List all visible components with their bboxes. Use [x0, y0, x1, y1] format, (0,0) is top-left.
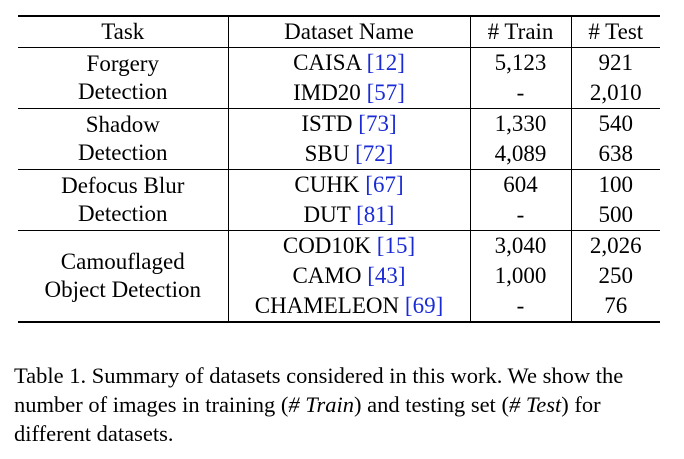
task-cell: Camouflaged Object Detection — [18, 230, 229, 323]
citation-bracket: ] — [386, 202, 395, 227]
test-count-cell: 76 — [571, 291, 660, 323]
test-count-cell: 2,010 — [589, 80, 642, 105]
task-name-line: Detection — [78, 79, 168, 104]
train-count-cell: 5,123 — [470, 47, 572, 78]
table-body: Forgery Detection CAISA [12] 5,123 921 IMD20 … — [18, 47, 660, 323]
task-name-line: Detection — [78, 201, 168, 226]
table-row: DUT [81] -500 — [18, 200, 660, 231]
dataset-name: ISTD — [301, 111, 353, 136]
train-count-cell: - — [470, 78, 572, 109]
dataset-name-cell: CHAMELEON [69] — [228, 291, 471, 323]
citation-bracket: [ — [366, 50, 375, 75]
test-count-cell: 500 — [598, 202, 634, 227]
citation-link[interactable]: 72 — [362, 141, 386, 166]
citation-bracket: [ — [358, 111, 366, 136]
citation-bracket: ] — [397, 50, 405, 75]
citation-bracket: [ — [356, 202, 364, 227]
task-name-line: Shadow — [85, 112, 160, 137]
dataset-name: CAISA — [293, 50, 361, 75]
caption-text: Table 1. Summary of datasets considered … — [14, 363, 624, 417]
citation-link[interactable]: 57 — [374, 80, 398, 105]
dataset-name-cell: DUT [81] — [228, 200, 471, 231]
citation-bracket: ] — [388, 111, 397, 136]
header-dataset-name: Dataset Name — [228, 15, 471, 48]
citation-link[interactable]: 69 — [412, 293, 436, 318]
caption-test-term: # Test — [508, 392, 562, 417]
task-cell: Defocus Blur Detection — [18, 169, 229, 231]
caption-train-term: # Train — [288, 392, 354, 417]
citation-bracket: [ — [367, 263, 375, 288]
dataset-name-cell: IMD20 [57] — [228, 78, 471, 109]
dataset-name-cell: ISTD [73] — [228, 108, 471, 139]
dataset-name-cell: CAMO [43] — [228, 261, 471, 291]
header-train: # Train — [470, 15, 572, 48]
citation-link[interactable]: 12 — [374, 50, 398, 75]
citation-bracket: [ — [366, 80, 375, 105]
table-row: CAMO [43] 1,000 250 — [18, 261, 660, 291]
table-row: SBU [72] 4,089 638 — [18, 139, 660, 170]
dataset-name-cell: SBU [72] — [228, 139, 471, 170]
header-row: Task Dataset Name # Train # Test — [18, 15, 660, 48]
citation-bracket: [ — [376, 233, 385, 258]
task-name-line: Forgery — [86, 51, 159, 76]
task-name-line: Defocus Blur — [61, 173, 185, 198]
train-count-cell: - — [470, 200, 572, 231]
dataset-name-cell: COD10K [15] — [228, 230, 471, 261]
task-cell: Shadow Detection — [18, 108, 229, 170]
citation-link[interactable]: 15 — [384, 233, 408, 258]
citation-link[interactable]: 81 — [363, 202, 387, 227]
task-name-line: Camouflaged — [60, 249, 185, 274]
citation-bracket: ] — [435, 293, 444, 318]
citation-bracket: ] — [395, 172, 404, 197]
header-test: # Test — [571, 15, 660, 48]
task-name-line: Detection — [78, 140, 168, 165]
task-cell: Forgery Detection — [18, 47, 229, 109]
table-caption: Table 1. Summary of datasets considered … — [14, 361, 674, 448]
task-name-line: Object Detection — [44, 277, 201, 302]
citation-bracket: ] — [397, 263, 406, 288]
citation-bracket: ] — [397, 80, 405, 105]
train-count-cell: 4,089 — [470, 139, 572, 170]
citation-bracket: [ — [365, 172, 373, 197]
caption-text: ) and testing set ( — [353, 392, 509, 417]
dataset-name-cell: CUHK [67] — [228, 169, 471, 200]
datasets-table: Task Dataset Name # Train # Test Forgery… — [18, 15, 660, 323]
train-count-cell: 3,040 — [470, 230, 572, 261]
table-row: Defocus Blur Detection CUHK [67] 604 100 — [18, 169, 660, 231]
citation-link[interactable]: 67 — [372, 172, 396, 197]
citation-link[interactable]: 43 — [374, 263, 398, 288]
citation-bracket: ] — [407, 233, 416, 258]
dataset-name: SBU — [304, 141, 350, 166]
dataset-name: COD10K — [282, 233, 372, 258]
table-row: CHAMELEON [69] -76 — [18, 291, 660, 323]
test-count-cell: 540 — [571, 108, 660, 139]
dataset-name-cell: CAISA [12] — [228, 47, 471, 78]
dataset-name: CHAMELEON — [254, 293, 400, 318]
test-count-cell: 100 — [571, 169, 660, 200]
test-count-cell: 2,026 — [571, 230, 660, 261]
test-count-cell: 250 — [598, 263, 634, 288]
table-row: Forgery Detection CAISA [12] 5,123 921 — [18, 47, 660, 109]
dataset-name: CUHK — [294, 172, 360, 197]
table-row: Camouflaged Object Detection COD10K [15] 3,… — [18, 230, 660, 323]
header-task: Task — [18, 15, 229, 48]
table-row: Shadow Detection ISTD [73] 1,330 540 — [18, 108, 660, 170]
dataset-name: DUT — [303, 202, 351, 227]
citation-bracket: [ — [404, 293, 413, 318]
table-row: IMD20 [57] -2,010 — [18, 78, 660, 109]
dataset-name: CAMO — [292, 263, 362, 288]
citation-bracket: ] — [385, 141, 394, 166]
train-count-cell: 604 — [470, 169, 572, 200]
citation-link[interactable]: 73 — [365, 111, 389, 136]
dataset-name: IMD20 — [293, 80, 361, 105]
train-count-cell: - — [470, 291, 572, 323]
train-count-cell: 1,330 — [470, 108, 572, 139]
citation-bracket: [ — [355, 141, 363, 166]
caption-text: ) for different datasets. — [14, 392, 601, 446]
test-count-cell: 638 — [598, 141, 634, 166]
train-count-cell: 1,000 — [470, 261, 572, 291]
test-count-cell: 921 — [598, 50, 634, 75]
